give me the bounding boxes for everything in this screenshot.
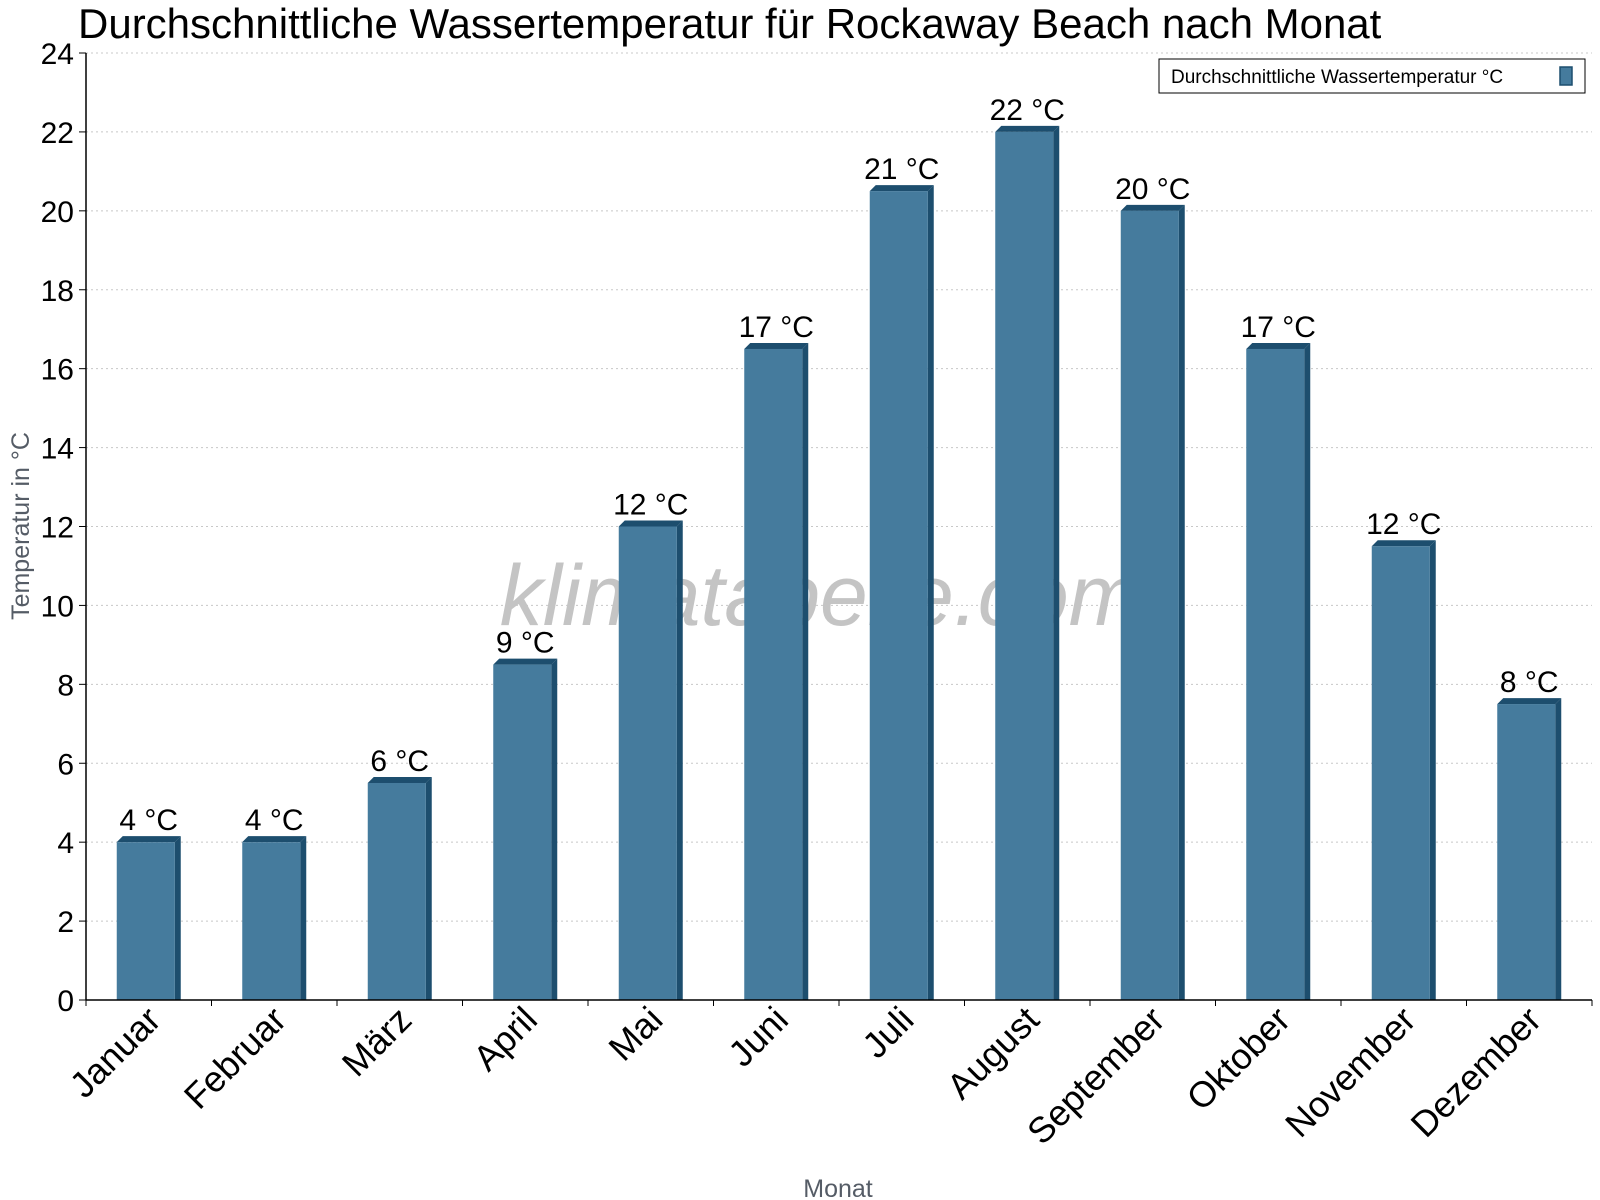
bar-side	[1429, 540, 1436, 1000]
bar	[1246, 348, 1305, 1000]
data-label: 4 °C	[245, 804, 304, 837]
bar-side	[300, 836, 307, 1000]
data-label: 20 °C	[1115, 173, 1190, 206]
y-tick-label: 24	[41, 38, 74, 71]
x-ticks: Januar Februar März April Mai Juni Juli AugustS…	[62, 999, 1593, 1153]
x-tick-label: Juli	[854, 999, 921, 1066]
bar-top	[242, 836, 307, 843]
bar-top	[618, 520, 683, 527]
bar-side	[1555, 698, 1562, 1000]
y-tick-label: 10	[41, 590, 74, 623]
bar-top	[1120, 204, 1185, 211]
bar-top	[995, 125, 1060, 132]
data-label: 17 °C	[739, 311, 814, 344]
y-tick-label: 12	[41, 512, 74, 545]
x-tick-label: Mai	[600, 999, 670, 1069]
data-label: 12 °C	[613, 489, 688, 522]
x-tick-label: März	[334, 999, 420, 1085]
data-label: 22 °C	[990, 94, 1065, 127]
bar	[618, 526, 677, 1000]
bar	[493, 664, 552, 1000]
x-axis-title: Monat	[803, 1175, 873, 1200]
data-label: 8 °C	[1500, 666, 1559, 699]
data-label: 9 °C	[496, 627, 555, 660]
y-axis-title: Temperatur in °C	[7, 432, 35, 620]
y-tick-label: 4	[57, 827, 74, 860]
y-tick-label: 6	[57, 748, 74, 781]
data-label: 12 °C	[1366, 508, 1441, 541]
y-tick-label: 2	[57, 906, 74, 939]
x-tick-label: Juni	[720, 999, 796, 1075]
y-tick-label: 22	[41, 117, 74, 150]
data-label: 21 °C	[864, 153, 939, 186]
bar	[995, 131, 1054, 1000]
bar-top	[1246, 342, 1311, 349]
bar	[116, 842, 175, 1000]
bar	[367, 782, 426, 1000]
bar-top	[1497, 698, 1562, 705]
x-tick-label: September	[1019, 999, 1173, 1153]
data-label: 17 °C	[1241, 311, 1316, 344]
bar	[1497, 704, 1556, 1000]
x-tick-label: April	[465, 999, 545, 1079]
bar-top	[367, 776, 432, 783]
legend-swatch	[1559, 66, 1573, 86]
x-tick-label: August	[939, 999, 1047, 1107]
bar-side	[802, 342, 809, 1000]
y-tick-label: 8	[57, 669, 74, 702]
bar-side	[676, 520, 683, 1000]
y-tick-label: 18	[41, 275, 74, 308]
legend-box	[1158, 58, 1586, 94]
bar-side	[551, 658, 558, 1000]
bar-side	[1178, 204, 1185, 1001]
y-tick-label: 16	[41, 354, 74, 387]
bar	[242, 842, 301, 1000]
data-label: 4 °C	[119, 804, 178, 837]
bar-side	[425, 776, 432, 1000]
bar-top	[116, 836, 181, 843]
bars: 4 °C 4 °C 6 °C 9 °C 12 °C 17 °C 21 °C 22 °C 20 °…	[116, 94, 1562, 1001]
bar	[744, 348, 803, 1000]
bar-top	[1371, 540, 1436, 547]
x-tick-label: Dezember	[1402, 999, 1548, 1145]
y-tick-label: 0	[57, 985, 74, 1018]
legend-label: Durchschnittliche Wassertemperatur °C	[1171, 67, 1503, 88]
bar-side	[927, 185, 934, 1000]
bar	[1371, 546, 1430, 1000]
y-tick-label: 14	[41, 433, 74, 466]
x-tick-label: Oktober	[1178, 999, 1298, 1119]
chart-title: Durchschnittliche Wassertemperatur für R…	[78, 0, 1382, 47]
data-label: 6 °C	[370, 745, 429, 778]
x-tick-label: Januar	[62, 999, 169, 1106]
bar	[1120, 210, 1179, 1001]
bar-side	[1053, 125, 1060, 1000]
legend: Durchschnittliche Wassertemperatur °C	[1158, 58, 1586, 94]
bar-top	[744, 342, 809, 349]
bar-top	[869, 185, 934, 192]
y-tick-label: 20	[41, 196, 74, 229]
x-tick-label: November	[1277, 999, 1423, 1145]
bar-side	[1304, 342, 1311, 1000]
bar	[869, 191, 928, 1000]
grid	[86, 52, 1592, 922]
bar-top	[493, 658, 558, 665]
bar-side	[174, 836, 181, 1000]
x-tick-label: Februar	[176, 999, 294, 1117]
